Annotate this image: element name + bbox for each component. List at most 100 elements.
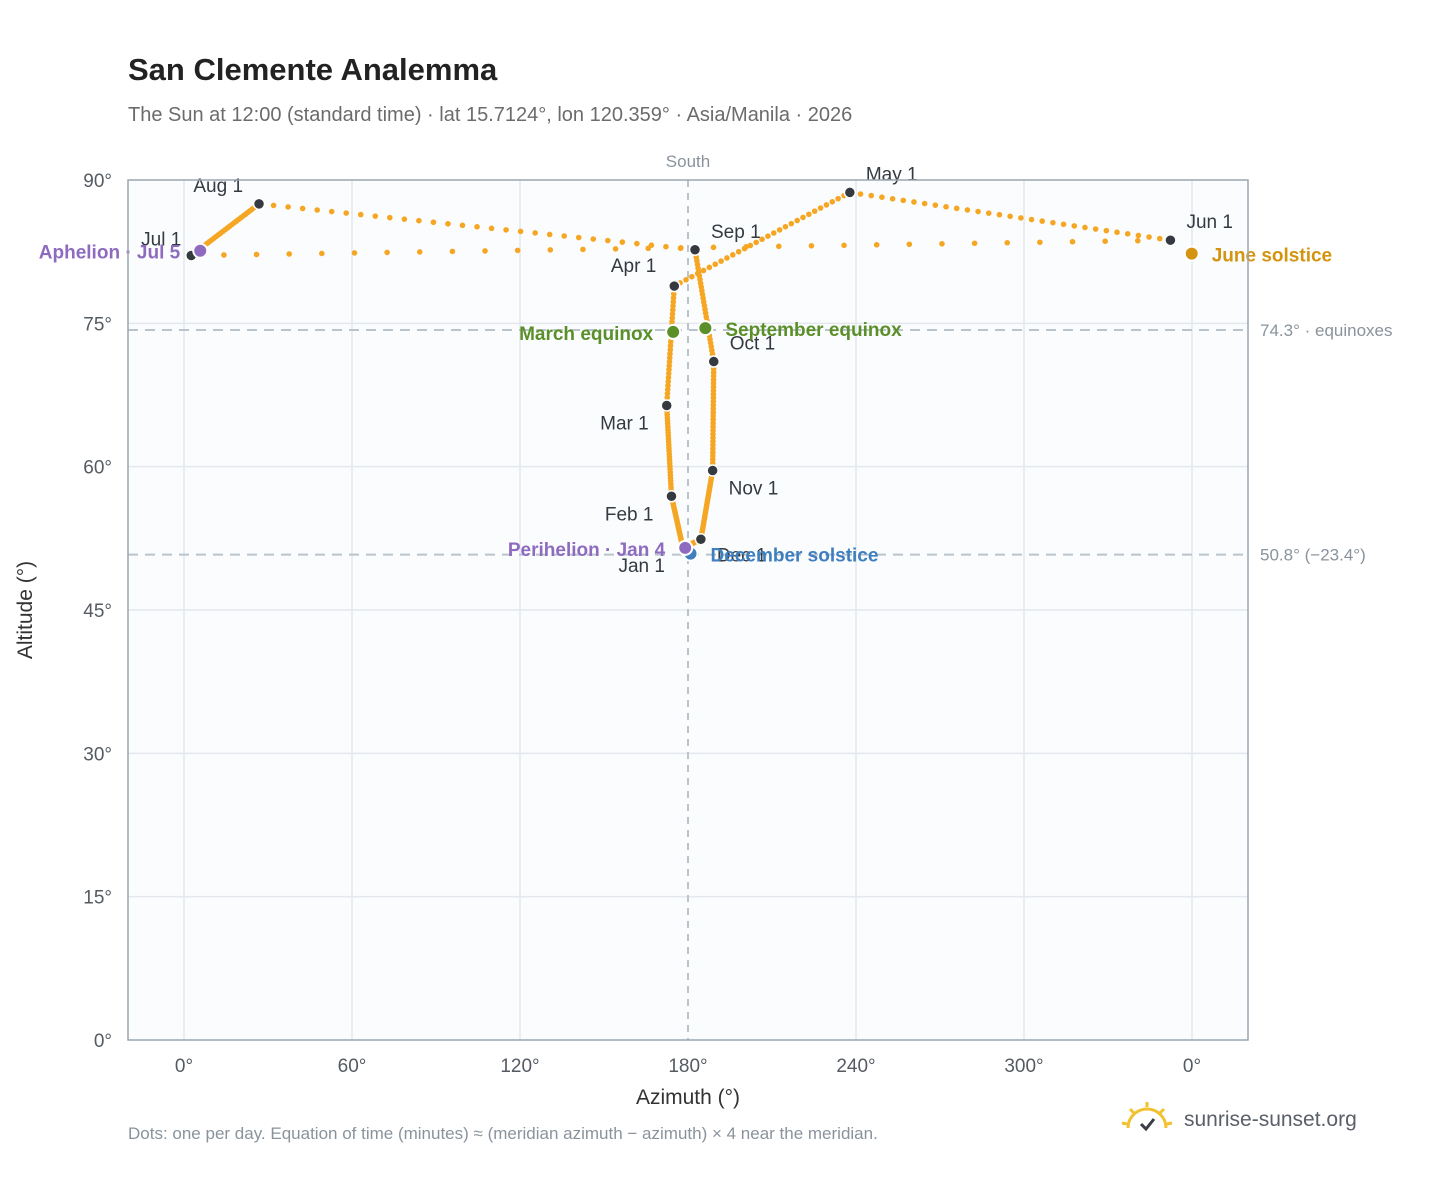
event-marker (697, 320, 714, 337)
daily-dot (670, 295, 677, 301)
daily-dot (759, 236, 765, 243)
daily-dot (416, 217, 422, 224)
daily-dot (634, 240, 640, 247)
daily-dot (743, 244, 749, 250)
daily-dot (1028, 216, 1035, 223)
x-tick-label: 0° (175, 1056, 193, 1077)
daily-dot (612, 246, 619, 252)
daily-dot (921, 200, 928, 207)
month-marker (694, 533, 708, 546)
daily-dot (753, 239, 760, 246)
daily-dot (575, 234, 582, 241)
daily-dot (517, 228, 524, 235)
daily-dot (503, 227, 509, 233)
daily-dot (666, 358, 673, 365)
month-marker (706, 464, 719, 477)
daily-dot (667, 346, 674, 353)
daily-dot (857, 191, 864, 197)
daily-dot (1007, 213, 1013, 220)
daily-dot (1135, 232, 1142, 239)
y-tick-label: 75° (83, 314, 112, 335)
daily-dot (665, 374, 672, 381)
daily-dot (474, 224, 480, 230)
daily-dot (590, 236, 597, 242)
daily-dot (811, 208, 818, 214)
daily-dot (724, 255, 730, 261)
daily-dot (664, 394, 671, 401)
event-marker (1183, 245, 1200, 262)
daily-dot (677, 245, 684, 252)
daily-dot (667, 339, 674, 345)
axis-ticks: 0° 60° 120° 180° 240° 300° 0° 0° 15° 30° 45° 60° 75°… (83, 171, 1201, 1077)
daily-dot (445, 220, 451, 227)
y-tick-label: 45° (83, 601, 112, 622)
x-tick-label: 240° (836, 1056, 875, 1077)
daily-dot (971, 240, 978, 247)
daily-dot (700, 267, 707, 274)
daily-dot (286, 251, 292, 257)
daily-dot (747, 242, 754, 249)
month-label: Jun 1 (1186, 212, 1232, 233)
daily-dot (735, 248, 742, 255)
reference-line-label: 74.3° · equinoxes (1260, 321, 1393, 340)
daily-dot (387, 214, 393, 221)
brand[interactable]: sunrise-sunset.org (1120, 1100, 1357, 1139)
daily-dot (648, 242, 655, 248)
daily-dot (770, 230, 777, 236)
daily-dot (911, 199, 917, 205)
daily-dot (372, 213, 379, 219)
y-tick-label: 15° (83, 888, 112, 909)
reference-lines: South 74.3° · equinoxes 50.8° (−23.4°) (128, 152, 1393, 1040)
daily-dot (943, 203, 949, 210)
daily-dot (1102, 238, 1108, 245)
month-marker (665, 490, 678, 503)
daily-dot (430, 219, 437, 226)
daily-dot (665, 382, 671, 389)
x-tick-label: 180° (668, 1056, 707, 1077)
daily-dot (669, 307, 676, 313)
daily-dot (666, 354, 673, 361)
month-label: Apr 1 (611, 256, 656, 277)
event-label: Aphelion · Jul 5 (39, 243, 181, 264)
daily-dot (666, 366, 672, 373)
daily-dot (873, 241, 880, 248)
daily-dot (1146, 234, 1152, 240)
daily-dot (1060, 221, 1067, 228)
daily-dot (1103, 227, 1110, 234)
daily-dot (788, 220, 795, 227)
daily-dot (775, 243, 782, 250)
daily-dot (384, 249, 390, 256)
month-label: Jan 1 (618, 556, 664, 577)
daily-dot (514, 247, 521, 254)
daily-dot (416, 249, 423, 255)
daily-dot (1071, 223, 1078, 229)
daily-dot (664, 390, 671, 397)
daily-dot (1082, 224, 1088, 231)
month-label: Oct 1 (730, 334, 775, 355)
month-label: Dec 1 (717, 545, 767, 566)
x-axis-label: Azimuth (°) (636, 1086, 740, 1109)
event-label: June solstice (1212, 246, 1332, 267)
daily-dot (1135, 237, 1141, 244)
daily-dot (670, 303, 676, 309)
x-tick-label: 120° (500, 1056, 539, 1077)
daily-dot (683, 277, 689, 283)
daily-dot (547, 247, 554, 253)
daily-dot (357, 211, 364, 218)
daily-dot (889, 195, 896, 202)
y-axis-label: Altitude (°) (14, 561, 37, 659)
event-markers: March equinox September equinox June solst… (39, 242, 1332, 567)
daily-dot (343, 210, 350, 216)
daily-dot (670, 299, 677, 305)
daily-dot (835, 195, 841, 202)
daily-dot (619, 239, 626, 245)
daily-dot (285, 204, 291, 210)
daily-dot (996, 211, 1003, 218)
month-label: May 1 (866, 164, 918, 185)
event-marker (665, 323, 682, 340)
month-marker (688, 243, 702, 257)
daily-dot (546, 231, 553, 238)
daily-dot (351, 250, 358, 256)
month-marker (660, 399, 673, 412)
daily-dot (932, 202, 939, 208)
